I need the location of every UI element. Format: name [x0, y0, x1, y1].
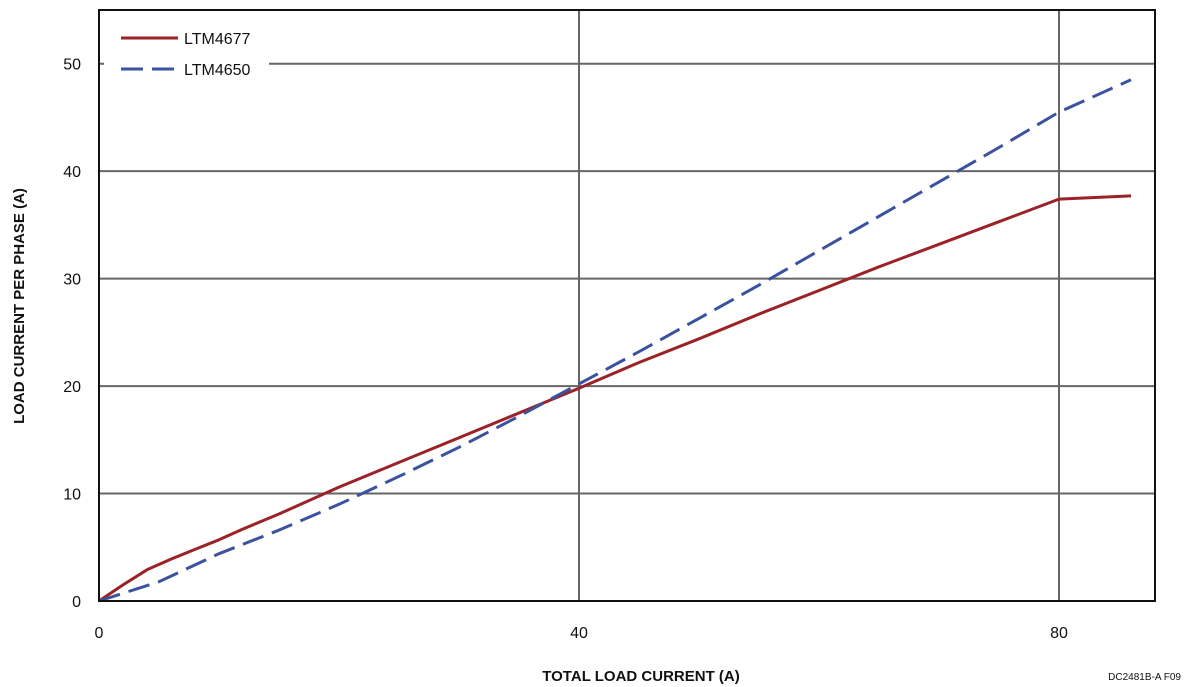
- legend-label-ltm4650: LTM4650: [184, 62, 251, 79]
- series-line-ltm4677: [98, 194, 1132, 603]
- legend: LTM4677 LTM4650: [104, 18, 269, 79]
- y-tick-label: 10: [63, 487, 81, 504]
- y-axis-title: LOAD CURRENT PER PHASE (A): [11, 188, 28, 424]
- y-tick-label: 20: [63, 379, 81, 396]
- series-line-ltm4650: [98, 78, 1132, 603]
- plot-frame: [98, 9, 1156, 602]
- x-tick-label: 40: [570, 625, 588, 642]
- legend-background: [104, 18, 269, 76]
- series-lines: [98, 78, 1132, 603]
- legend-label-ltm4677: LTM4677: [184, 31, 251, 48]
- x-tick-label: 0: [95, 625, 104, 642]
- y-tick-label: 40: [63, 164, 81, 181]
- y-tick-label: 50: [63, 57, 81, 74]
- y-tick-label: 30: [63, 272, 81, 289]
- y-tick-label: 0: [72, 594, 81, 611]
- axes: [98, 9, 1156, 602]
- grid-lines: [99, 10, 1155, 601]
- figure-code: DC2481B-A F09: [1108, 672, 1181, 683]
- tick-labels: 0 40 80 0 10 20 30 40 50: [63, 57, 1068, 642]
- x-axis-title: TOTAL LOAD CURRENT (A): [542, 668, 739, 685]
- x-tick-label: 80: [1050, 625, 1068, 642]
